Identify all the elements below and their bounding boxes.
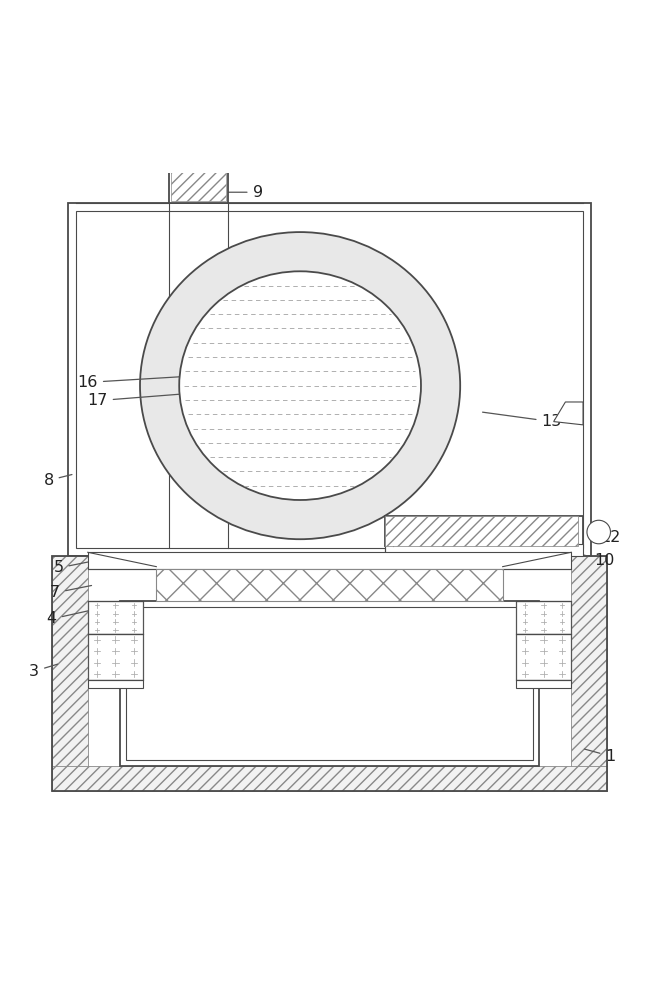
Bar <box>156 569 503 601</box>
Bar <box>385 516 583 546</box>
Text: 4: 4 <box>47 610 90 626</box>
Polygon shape <box>554 402 583 425</box>
Bar <box>571 556 607 791</box>
Text: 13: 13 <box>482 412 561 429</box>
Circle shape <box>587 520 610 544</box>
Bar <box>516 680 571 688</box>
Bar <box>385 516 578 546</box>
Bar <box>121 601 538 766</box>
Text: 1: 1 <box>585 749 616 764</box>
Text: 10: 10 <box>581 553 614 568</box>
Ellipse shape <box>140 232 460 539</box>
Bar <box>52 556 607 791</box>
Text: 3: 3 <box>29 664 57 679</box>
Text: 6: 6 <box>187 592 255 615</box>
Text: 16: 16 <box>78 375 193 390</box>
Bar <box>88 552 571 569</box>
Bar <box>516 601 571 634</box>
Text: 17: 17 <box>88 392 202 408</box>
Text: 5: 5 <box>53 560 92 575</box>
Text: 11: 11 <box>515 517 580 532</box>
Bar <box>76 211 583 548</box>
Bar <box>171 169 226 201</box>
Text: 12: 12 <box>594 530 621 545</box>
Bar <box>52 556 88 791</box>
Bar <box>385 544 583 556</box>
Bar <box>88 680 143 688</box>
Ellipse shape <box>179 271 421 500</box>
Bar <box>169 167 228 203</box>
Bar <box>52 766 607 791</box>
Text: 2: 2 <box>345 645 370 661</box>
Bar <box>127 607 532 760</box>
Bar <box>88 601 143 634</box>
Text: 7: 7 <box>50 585 92 600</box>
Bar <box>516 634 571 680</box>
Text: 9: 9 <box>221 185 263 200</box>
Bar <box>88 634 143 680</box>
Text: 8: 8 <box>43 473 72 488</box>
Bar <box>68 203 591 556</box>
